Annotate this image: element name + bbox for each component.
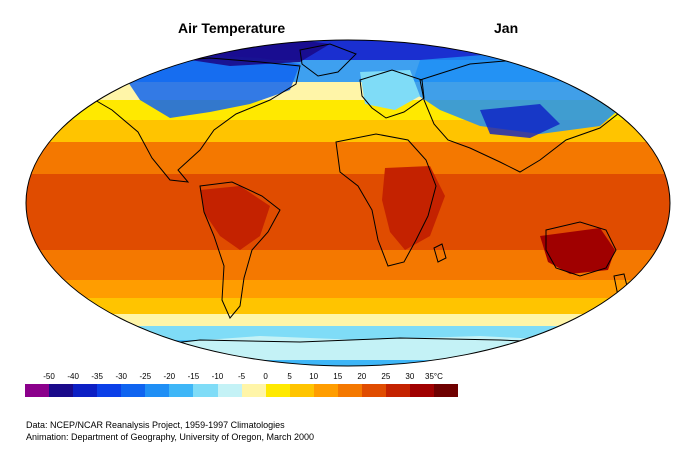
legend-swatch — [193, 384, 218, 397]
legend-swatch — [337, 384, 362, 397]
legend-swatch — [145, 384, 170, 397]
legend-tick-label: -40 — [67, 372, 79, 381]
legend-swatch — [289, 384, 314, 397]
legend-swatch — [385, 384, 410, 397]
legend-swatch — [169, 384, 194, 397]
legend-tick-label: 30 — [405, 372, 415, 381]
legend-swatch — [313, 384, 338, 397]
legend-tick-label: -50 — [43, 372, 55, 381]
legend-tick-label: 15 — [333, 372, 343, 381]
legend-swatch — [25, 384, 50, 397]
animation-credit: Animation: Department of Geography, Univ… — [26, 432, 314, 442]
legend-swatch — [73, 384, 98, 397]
legend-tick-label: 10 — [309, 372, 319, 381]
legend-tick-label: 5 — [287, 372, 292, 381]
legend-tick-label: 35°C — [425, 372, 443, 381]
legend-tick-label: 20 — [357, 372, 367, 381]
legend-tick-label: -5 — [237, 372, 246, 381]
legend-tick-labels: -50 -40 -35 -30 -25 -20 -15 -10 -5 0 5 10 15 20 25 30 35… — [0, 372, 700, 384]
month-label: Jan — [494, 20, 519, 36]
legend-tick-label: -35 — [91, 372, 103, 381]
legend-tick-label: -25 — [139, 372, 152, 381]
temperature-color-scale — [25, 384, 459, 397]
legend-tick-label: 0 — [263, 372, 268, 381]
legend-tick-label: -30 — [115, 372, 127, 381]
legend-swatch — [121, 384, 146, 397]
legend-swatch — [217, 384, 242, 397]
data-source-credit: Data: NCEP/NCAR Reanalysis Project, 1959… — [26, 420, 285, 430]
legend-tick-label: -10 — [211, 372, 224, 381]
legend-tick-label: 25 — [381, 372, 391, 381]
legend-swatch — [361, 384, 386, 397]
legend-tick-label: -15 — [187, 372, 200, 381]
legend-swatch — [97, 384, 122, 397]
legend-tick-label: -20 — [163, 372, 176, 381]
legend-swatch — [241, 384, 266, 397]
map-title: Air Temperature — [178, 20, 286, 36]
legend-swatch — [49, 384, 74, 397]
credits: Data: NCEP/NCAR Reanalysis Project, 1959… — [26, 419, 314, 443]
legend-swatch — [265, 384, 290, 397]
legend-swatch — [434, 384, 459, 397]
legend-swatch — [410, 384, 435, 397]
